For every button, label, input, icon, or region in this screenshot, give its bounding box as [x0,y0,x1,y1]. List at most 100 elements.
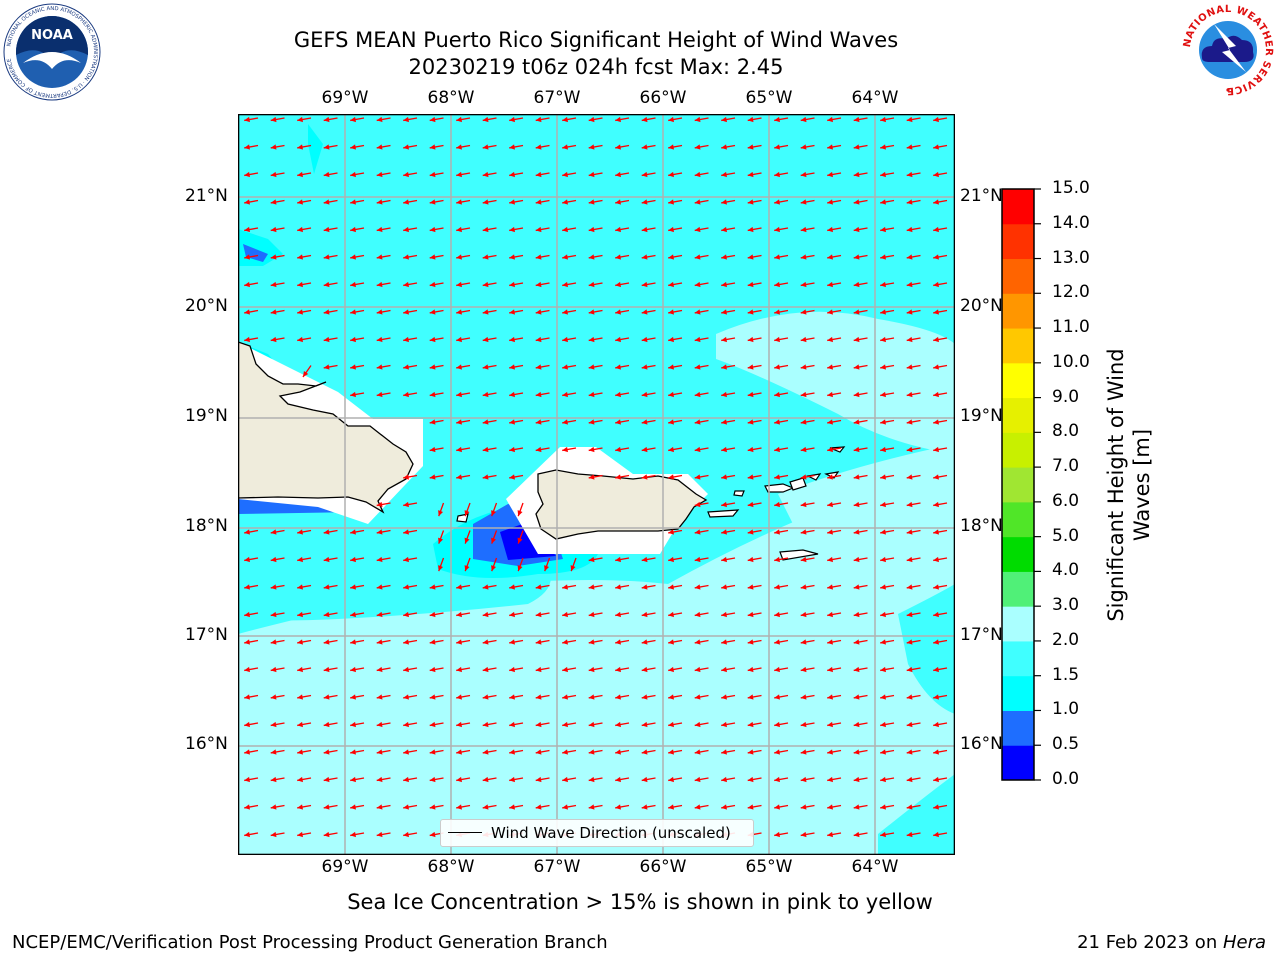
lon-label-top-69w: 69°W [321,88,369,108]
wind-wave-arrow-head [535,694,542,700]
wind-wave-arrow-head [429,419,436,425]
wind-wave-arrow-head [933,199,939,205]
wind-wave-arrow-head [906,474,913,480]
wind-wave-arrow-head [747,419,754,425]
wind-wave-arrow-head [297,639,303,645]
wind-wave-arrow-head [827,639,833,645]
wind-wave-arrow-head [244,749,250,755]
wind-wave-arrow-head [641,391,648,398]
wind-wave-arrow-head [880,446,886,453]
wind-wave-arrow-head [906,694,913,700]
wind-wave-arrow-head [350,556,356,563]
wind-wave-arrow-head [694,281,701,288]
wind-wave-arrow-head [880,116,886,123]
wind-wave-arrow-head [456,336,462,343]
wind-wave-arrow-head [641,639,648,645]
wind-wave-arrow-head [853,336,860,343]
wind-wave-arrow-head [323,254,330,260]
wind-wave-arrow-head [615,749,621,755]
wind-wave-arrow-head [350,694,356,700]
wind-wave-arrow-head [747,529,754,535]
wind-wave-arrow-head [747,199,754,205]
wind-wave-arrow-head [747,226,754,233]
colorbar-tick-label: 0.0 [1052,769,1080,789]
wind-wave-arrow-head [853,144,860,150]
wind-wave-arrow-head [297,584,303,590]
wind-wave-arrow-head [933,584,939,590]
wind-wave-arrow-head [774,116,780,123]
wind-wave-arrow-head [270,336,277,343]
wind-wave-arrow-head [244,556,250,563]
wind-wave-arrow-head [350,309,356,315]
wind-wave-arrow-head [323,804,330,810]
wind-wave-arrow-head [376,529,383,535]
wind-wave-arrow-head [641,721,648,728]
wind-wave-arrow-head [403,336,409,343]
wind-wave-arrow-head [827,501,833,508]
wind-wave-arrow-head [403,804,409,810]
wind-wave-arrow-head [588,584,595,590]
wind-wave-arrow-head [376,116,383,123]
colorbar-swatch [1002,710,1034,746]
wind-wave-arrow-head [482,281,489,288]
wind-wave-arrow-head [350,254,356,260]
wind-wave-arrow-head [933,776,939,783]
wind-wave-arrow-head [933,639,939,645]
wind-wave-arrow-head [747,721,754,728]
wind-wave-arrow-head [933,281,939,288]
wind-wave-arrow-head [827,116,833,123]
wind-wave-arrow-head [403,144,409,150]
wind-wave-arrow-head [853,446,860,453]
wind-wave-arrow-head [456,199,462,205]
wind-wave-arrow-head [509,171,515,178]
wind-wave-arrow-head [323,666,330,673]
wind-wave-arrow-head [535,281,542,288]
wind-wave-arrow-head [588,144,595,150]
wind-wave-arrow-head [588,804,595,810]
wind-wave-arrow-head [376,199,383,205]
wind-wave-arrow-head [376,364,383,370]
wind-wave-arrow-head [880,556,886,563]
wind-wave-arrow-head [350,171,356,178]
wind-wave-arrow-head [376,391,383,398]
wind-wave-arrow-head [774,254,780,260]
wind-wave-arrow-head [438,537,444,544]
wind-wave-arrow-head [297,116,303,123]
wind-wave-arrow-head [403,116,409,123]
wind-wave-arrow-head [509,226,515,233]
colorbar [1001,188,1041,781]
wind-wave-arrow-head [588,446,595,453]
wind-wave-arrow-head [456,446,462,453]
wind-wave-arrow-head [270,666,277,673]
wind-wave-arrow-head [827,721,833,728]
wind-wave-arrow-head [429,171,436,178]
wind-wave-arrow-head [350,364,356,370]
wind-wave-arrow-head [668,529,674,535]
wind-wave-arrow-head [588,336,595,343]
wind-wave-arrow-head [403,639,409,645]
wind-wave-arrow-head [721,501,727,508]
wind-wave-arrow-head [933,226,939,233]
wind-wave-arrow-head [429,254,436,260]
wind-wave-arrow-head [694,474,701,480]
wind-wave-arrow-head [482,336,489,343]
wind-wave-arrow-head [588,694,595,700]
lat-label-left-21n: 21°N [185,186,228,206]
wind-wave-arrow-head [641,556,648,563]
wind-wave-arrow-head [456,721,462,728]
wind-wave-arrow-head [323,556,330,563]
wind-wave-arrow-head [800,556,807,563]
wind-wave-arrow-head [721,446,727,453]
wind-wave-arrow-head [535,336,542,343]
wind-wave-arrow-head [429,804,436,810]
wind-wave-arrow-head [853,171,860,178]
wind-wave-arrow-head [270,556,277,563]
wind-wave-arrow-head [376,171,383,178]
wind-wave-arrow-head [800,144,807,150]
wind-wave-arrow-head [509,804,515,810]
wind-wave-arrow-head [668,364,674,370]
wind-wave-arrow-head [491,510,497,517]
lon-label-top-65w: 65°W [745,88,793,108]
wind-wave-arrow-head [244,309,250,315]
lat-label-right-21n: 21°N [960,186,1003,206]
